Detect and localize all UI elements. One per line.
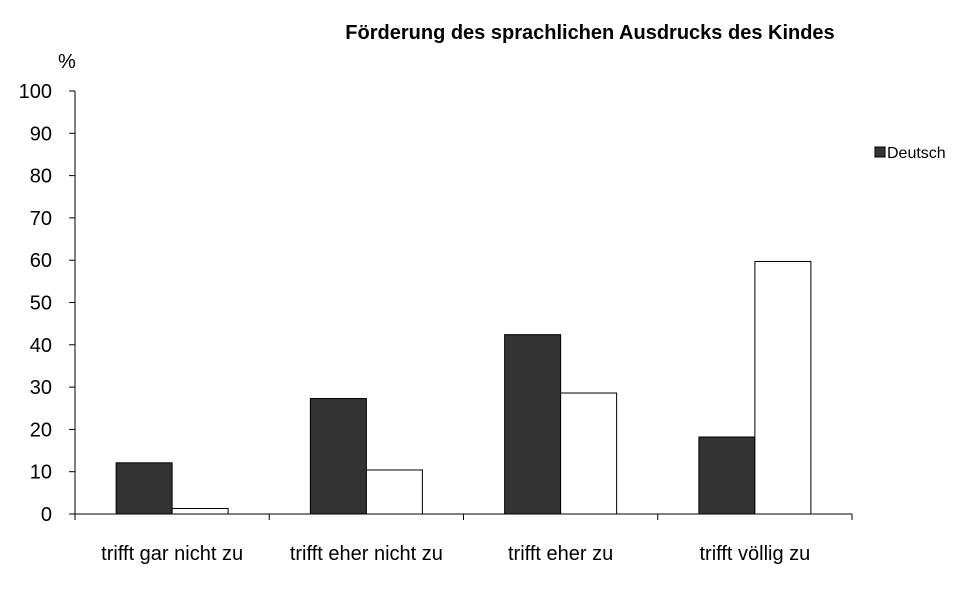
y-tick-label: 0 xyxy=(41,504,52,526)
bar xyxy=(365,469,423,515)
x-tick-label: trifft gar nicht zu xyxy=(101,543,243,565)
chart-title: Förderung des sprachlichen Ausdrucks des… xyxy=(345,22,834,44)
bar xyxy=(504,334,562,515)
y-tick-label: 20 xyxy=(30,419,52,441)
y-tick-label: 100 xyxy=(19,81,52,103)
x-tick-label: trifft eher zu xyxy=(508,543,613,565)
legend-swatch xyxy=(874,146,886,158)
bar xyxy=(309,398,367,515)
legend-label: Deutsch xyxy=(887,145,946,162)
x-tick-label: trifft eher nicht zu xyxy=(290,543,443,565)
y-tick-label: 60 xyxy=(30,250,52,272)
y-tick-label: 40 xyxy=(30,335,52,357)
y-tick-label: 10 xyxy=(30,462,52,484)
bar xyxy=(754,260,812,515)
y-tick-label: 30 xyxy=(30,377,52,399)
bar xyxy=(698,436,756,515)
bar xyxy=(171,508,229,515)
y-tick-label: 70 xyxy=(30,208,52,230)
x-tick-label: trifft völlig zu xyxy=(699,543,810,565)
y-axis-label: % xyxy=(58,51,76,73)
bar xyxy=(115,462,173,515)
bar xyxy=(560,392,618,515)
y-tick-label: 90 xyxy=(30,123,52,145)
y-tick-label: 50 xyxy=(30,293,52,315)
y-tick-label: 80 xyxy=(30,166,52,188)
